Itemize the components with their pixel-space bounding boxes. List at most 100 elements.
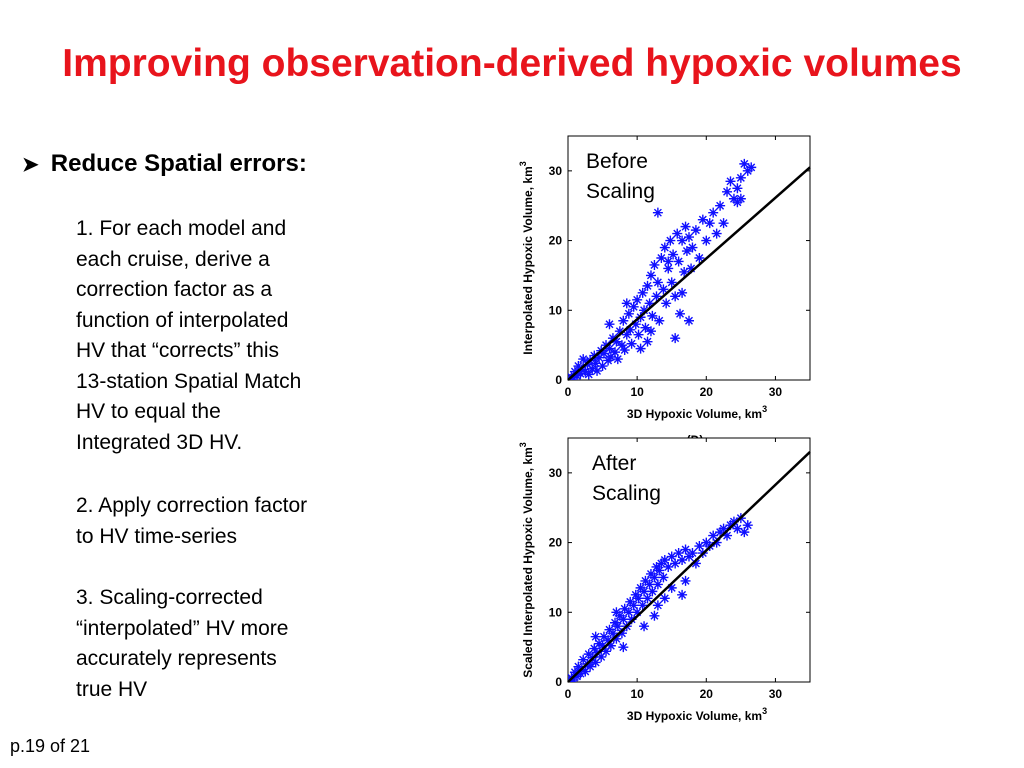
plot-area [567, 135, 811, 381]
data-point [642, 593, 653, 604]
data-point [680, 221, 691, 232]
scatter-chart-after-scaling: 0 10 20 30 0 10 20 30 After Scaling 3D Hypoxic Vol… [518, 437, 811, 723]
paragraph-line: true HV [76, 677, 148, 701]
data-point [661, 298, 672, 309]
data-point [732, 197, 743, 208]
data-point [680, 544, 691, 555]
data-point [590, 657, 601, 668]
y-tick-label: 10 [549, 303, 563, 317]
data-point [632, 607, 643, 618]
data-point [649, 259, 660, 270]
scatter-chart-before-scaling: 0 10 20 30 0 10 20 30 Before Scaling 3D Hypoxic Vo… [518, 135, 811, 447]
data-point [663, 263, 674, 274]
data-point [656, 253, 667, 263]
data-point [642, 336, 653, 347]
paragraph-line: to HV time-series [76, 524, 238, 548]
data-point [598, 348, 609, 359]
data-point [649, 610, 660, 621]
data-point [578, 654, 589, 665]
data-point [708, 530, 719, 541]
data-point [635, 343, 646, 354]
data-point [701, 235, 712, 246]
data-point [612, 621, 623, 632]
y-axis-label: Interpolated Hypoxic Volume, km3 [518, 161, 535, 355]
data-point [628, 600, 639, 611]
x-tick-label: 0 [565, 385, 572, 399]
data-point [739, 527, 750, 538]
bullet-heading-text: Reduce Spatial errors: [50, 150, 307, 177]
data-point [623, 308, 634, 319]
data-point [658, 572, 669, 583]
data-point [619, 603, 630, 614]
data-point [673, 256, 684, 267]
data-point [746, 162, 757, 173]
data-point [697, 214, 708, 225]
data-point [616, 628, 627, 639]
y-tick-label: 20 [549, 536, 563, 550]
data-point [618, 614, 629, 625]
data-point [621, 329, 632, 340]
paragraph-line: HV to equal the [76, 400, 221, 423]
data-point [659, 593, 670, 604]
data-point [684, 232, 694, 243]
y-tick-label: 0 [555, 373, 562, 387]
y-tick-label: 30 [549, 164, 563, 178]
data-point [681, 246, 692, 257]
paragraph-line: each cruise, derive a [76, 247, 270, 271]
data-point [610, 347, 621, 358]
data-point [704, 218, 715, 229]
paragraph-line: function of interpolated [76, 308, 289, 332]
data-point [576, 364, 587, 375]
data-point [611, 633, 622, 644]
data-point [637, 600, 648, 611]
data-point [742, 520, 753, 531]
chart-annotation: Before [586, 150, 648, 173]
data-point [739, 158, 750, 169]
data-point [578, 354, 589, 365]
paragraph-line: HV that “corrects” this [76, 339, 280, 362]
data-point [628, 301, 639, 312]
data-point [611, 607, 622, 618]
data-point [604, 343, 615, 354]
data-point [616, 340, 627, 351]
data-point [732, 183, 743, 194]
data-point [590, 631, 601, 642]
data-point [618, 642, 629, 653]
slide-title: Improving observation-derived hypoxic vo… [62, 42, 962, 85]
data-point [658, 284, 669, 295]
data-point [589, 643, 600, 654]
data-point [605, 640, 616, 651]
paragraph-line: correction factor as a [76, 278, 273, 301]
data-point [601, 646, 612, 657]
data-point [575, 368, 586, 379]
data-point [690, 225, 701, 236]
data-point [677, 235, 688, 246]
data-point [569, 366, 580, 377]
data-point [625, 324, 636, 335]
data-point [644, 298, 655, 309]
data-point [649, 572, 660, 583]
data-point [711, 537, 722, 548]
data-point [659, 242, 670, 253]
data-point [670, 333, 681, 344]
data-point [694, 541, 705, 552]
data-point [690, 558, 701, 569]
data-point [575, 668, 586, 679]
data-point [598, 631, 609, 642]
x-tick-label: 20 [700, 687, 714, 701]
data-point [612, 354, 623, 365]
data-point [687, 548, 698, 559]
data-point [735, 172, 746, 183]
data-point [651, 291, 662, 302]
data-point [640, 575, 651, 586]
x-axis-label: 3D Hypoxic Volume, km3 [627, 404, 767, 421]
chart-annotation: Scaling [592, 482, 661, 505]
data-point [652, 207, 663, 218]
data-point [585, 661, 596, 672]
data-point [652, 277, 663, 288]
x-tick-label: 20 [700, 385, 714, 399]
data-point [633, 593, 644, 604]
data-point [597, 361, 608, 372]
data-point [722, 530, 733, 541]
data-point [677, 287, 688, 298]
